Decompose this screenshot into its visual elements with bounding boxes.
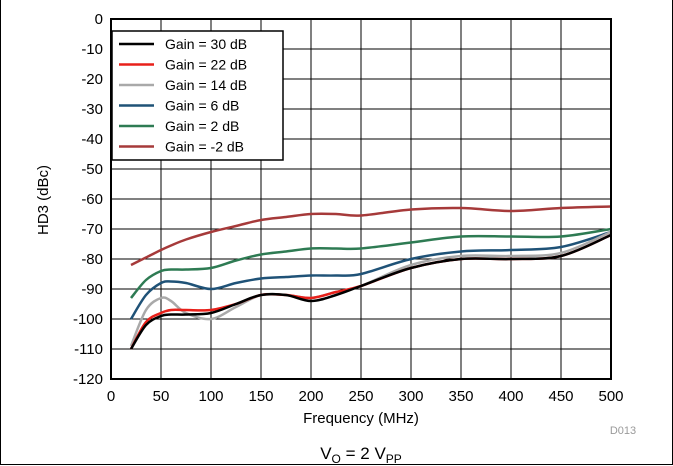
y-tick-label: -90 <box>81 281 103 298</box>
series-line <box>130 205 612 267</box>
x-tick-label: 450 <box>548 388 573 405</box>
series-lines <box>129 205 612 350</box>
legend-box <box>111 30 284 161</box>
y-tick-label: -100 <box>73 311 103 328</box>
x-tick-labels: 0 50 100 150 200 250 300 350 400 450 500 <box>107 388 624 405</box>
legend-label: Gain = 30 dB <box>165 36 247 52</box>
figure-code: D013 <box>610 425 636 437</box>
y-tick-label: -20 <box>81 71 103 88</box>
x-tick-label: 500 <box>598 388 623 405</box>
y-tick-label: -50 <box>81 161 103 178</box>
series-line <box>129 230 612 320</box>
x-tick-label: 50 <box>153 388 170 405</box>
x-tick-label: 100 <box>198 388 223 405</box>
caption-sub-o: O <box>332 452 341 466</box>
legend: Gain = 30 dB Gain = 22 dB Gain = 14 dB Gain… <box>111 30 284 161</box>
legend-label: Gain = 14 dB <box>165 77 247 93</box>
x-tick-label: 200 <box>298 388 323 405</box>
x-tick-label: 0 <box>107 388 115 405</box>
caption-sub-pp: PP <box>386 452 402 466</box>
y-tick-label: -40 <box>81 131 103 148</box>
series-line <box>129 233 612 350</box>
x-tick-label: 350 <box>448 388 473 405</box>
y-tick-label: -110 <box>74 341 103 358</box>
legend-label: Gain = 22 dB <box>165 57 247 73</box>
y-axis-label: HD3 (dBc) <box>35 165 52 235</box>
x-tick-label: 150 <box>248 388 273 405</box>
plot-area-border <box>110 18 612 380</box>
x-tick-label: 250 <box>348 388 373 405</box>
y-tick-label: -120 <box>73 371 103 388</box>
series-line <box>130 227 612 299</box>
legend-label: Gain = -2 dB <box>165 139 244 155</box>
y-tick-labels: 0 -10 -20 -30 -40 -50 -60 -70 -80 -90 -100 -110 -120 <box>73 11 103 388</box>
x-tick-label: 300 <box>398 388 423 405</box>
y-tick-label: -80 <box>81 251 103 268</box>
legend-label: Gain = 2 dB <box>165 118 239 134</box>
y-tick-label: -70 <box>81 221 103 238</box>
y-tick-label: 0 <box>95 11 103 28</box>
y-tick-label: -30 <box>81 101 103 118</box>
figure-caption: VO = 2 VPP <box>320 444 402 466</box>
caption-value: = 2 V <box>341 444 387 463</box>
y-tick-label: -10 <box>81 41 103 58</box>
x-axis-label: Frequency (MHz) <box>303 410 419 427</box>
legend-label: Gain = 6 dB <box>165 98 239 114</box>
x-tick-label: 400 <box>498 388 523 405</box>
y-tick-label: -60 <box>81 191 103 208</box>
series-line <box>129 233 612 350</box>
caption-v: V <box>320 444 332 463</box>
